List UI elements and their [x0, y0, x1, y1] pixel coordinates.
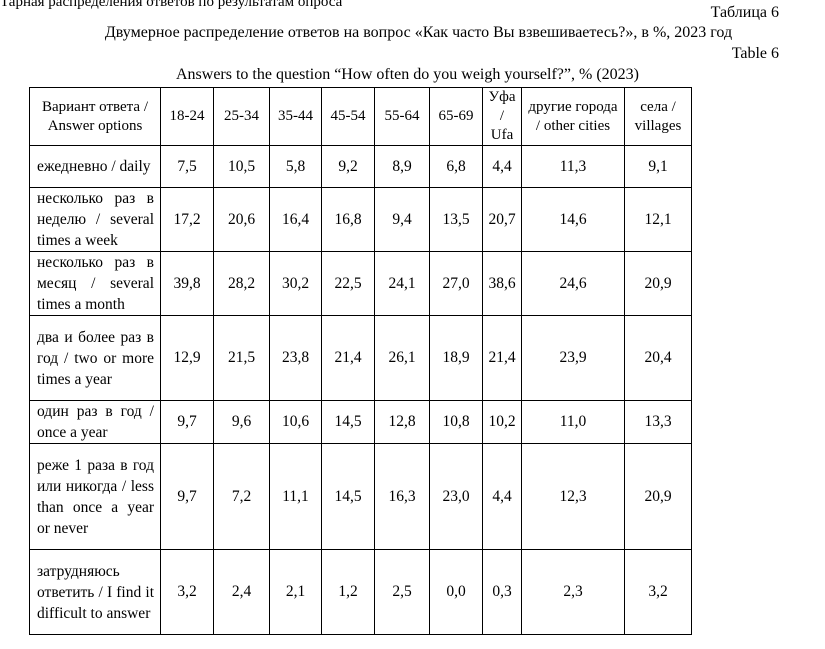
table-row: несколько раз в месяц / several times a …: [29, 251, 692, 316]
table-cell: 10,2: [482, 400, 522, 444]
table-cell: 11,3: [521, 145, 625, 188]
table-cell: 20,7: [482, 187, 522, 252]
table-cell: 21,4: [321, 315, 375, 401]
table-cell: 20,9: [624, 443, 692, 550]
table-cell: 2,5: [374, 549, 430, 635]
table-cell: 16,8: [321, 187, 375, 252]
table-cell: 26,1: [374, 315, 430, 401]
row-label: реже 1 раза в год или никогда / less tha…: [29, 443, 161, 550]
table-header-row: Вариант ответа / Answer options 18-24 25…: [29, 87, 692, 146]
row-label: ежедневно / daily: [29, 145, 161, 188]
table-cell: 10,8: [429, 400, 483, 444]
table-label-en: Table 6: [731, 45, 779, 62]
distribution-table: Вариант ответа / Answer options 18-24 25…: [29, 87, 692, 635]
table-cell: 14,6: [521, 187, 625, 252]
table-row: затрудняюсь ответить / I find it difficu…: [29, 549, 692, 635]
table-cell: 8,9: [374, 145, 430, 188]
column-header-age-55-64: 55-64: [374, 87, 430, 146]
table-cell: 0,3: [482, 549, 522, 635]
table-row: ежедневно / daily 7,5 10,5 5,8 9,2 8,9 6,8 4,4 1…: [29, 145, 692, 188]
table-cell: 23,0: [429, 443, 483, 550]
table-cell: 23,8: [269, 315, 322, 401]
table-cell: 4,4: [482, 443, 522, 550]
table-cell: 9,2: [321, 145, 375, 188]
table-cell: 12,3: [521, 443, 625, 550]
table-cell: 24,6: [521, 251, 625, 316]
table-cell: 16,4: [269, 187, 322, 252]
table-cell: 11,1: [269, 443, 322, 550]
table-cell: 5,8: [269, 145, 322, 188]
table-label-ru: Таблица 6: [710, 4, 779, 21]
table-cell: 21,4: [482, 315, 522, 401]
table-cell: 20,6: [213, 187, 270, 252]
table-cell: 27,0: [429, 251, 483, 316]
column-header-age-35-44: 35-44: [269, 87, 322, 146]
row-label: несколько раз в неделю / several times a…: [29, 187, 161, 252]
column-header-other-cities: другие города / other cities: [521, 87, 625, 146]
table-cell: 2,4: [213, 549, 270, 635]
column-header-villages: села / villages: [624, 87, 692, 146]
table-cell: 10,5: [213, 145, 270, 188]
table-cell: 7,5: [160, 145, 214, 188]
table-title-ru: Двумерное распределение ответов на вопро…: [104, 24, 733, 41]
table-row: реже 1 раза в год или никогда / less tha…: [29, 443, 692, 550]
table-cell: 4,4: [482, 145, 522, 188]
column-header-age-65-69: 65-69: [429, 87, 483, 146]
table-cell: 9,6: [213, 400, 270, 444]
table-cell: 12,9: [160, 315, 214, 401]
table-cell: 24,1: [374, 251, 430, 316]
table-cell: 21,5: [213, 315, 270, 401]
row-label: два и более раз в год / two or more time…: [29, 315, 161, 401]
table-row: два и более раз в год / two or more time…: [29, 315, 692, 401]
table-cell: 0,0: [429, 549, 483, 635]
column-header-ufa: Уфа / Ufa: [482, 87, 522, 146]
column-header-age-25-34: 25-34: [213, 87, 270, 146]
table-cell: 39,8: [160, 251, 214, 316]
table-cell: 38,6: [482, 251, 522, 316]
table-row: один раз в год / once a year 9,7 9,6 10,6 14…: [29, 400, 692, 444]
table-cell: 3,2: [624, 549, 692, 635]
table-cell: 20,9: [624, 251, 692, 316]
table-row: несколько раз в неделю / several times a…: [29, 187, 692, 252]
table-title-en: Answers to the question “How often do yo…: [175, 66, 639, 83]
table-cell: 10,6: [269, 400, 322, 444]
column-header-answer-options: Вариант ответа / Answer options: [29, 87, 161, 146]
table-cell: 12,8: [374, 400, 430, 444]
table-cell: 28,2: [213, 251, 270, 316]
table-cell: 2,3: [521, 549, 625, 635]
table-cell: 14,5: [321, 443, 375, 550]
table-cell: 14,5: [321, 400, 375, 444]
table-cell: 13,3: [624, 400, 692, 444]
table-cell: 11,0: [521, 400, 625, 444]
table-cell: 12,1: [624, 187, 692, 252]
row-label: один раз в год / once a year: [29, 400, 161, 444]
table-cell: 17,2: [160, 187, 214, 252]
table-cell: 18,9: [429, 315, 483, 401]
table-cell: 9,1: [624, 145, 692, 188]
clipped-text-line: Тарная распределения ответов по результа…: [0, 0, 343, 10]
table-cell: 30,2: [269, 251, 322, 316]
table-cell: 16,3: [374, 443, 430, 550]
column-header-age-18-24: 18-24: [160, 87, 214, 146]
table-cell: 9,7: [160, 443, 214, 550]
table-cell: 20,4: [624, 315, 692, 401]
table-cell: 7,2: [213, 443, 270, 550]
table-cell: 22,5: [321, 251, 375, 316]
table-cell: 3,2: [160, 549, 214, 635]
table-cell: 13,5: [429, 187, 483, 252]
table-cell: 9,4: [374, 187, 430, 252]
column-header-age-45-54: 45-54: [321, 87, 375, 146]
table-cell: 1,2: [321, 549, 375, 635]
table-cell: 6,8: [429, 145, 483, 188]
row-label: затрудняюсь ответить / I find it difficu…: [29, 549, 161, 635]
table-cell: 9,7: [160, 400, 214, 444]
row-label: несколько раз в месяц / several times a …: [29, 251, 161, 316]
table-cell: 23,9: [521, 315, 625, 401]
table-cell: 2,1: [269, 549, 322, 635]
